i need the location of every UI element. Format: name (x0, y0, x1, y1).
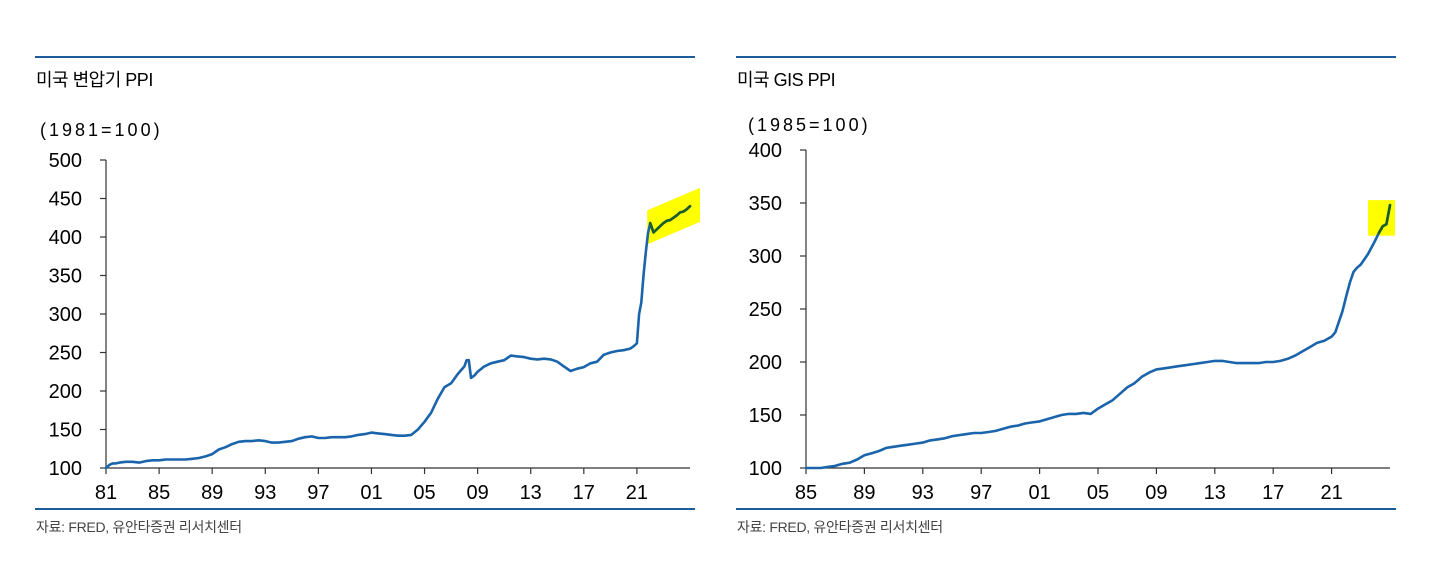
highlight-line (1377, 203, 1392, 234)
y-tick-label: 400 (749, 140, 782, 162)
x-tick-label: 97 (970, 482, 992, 504)
y-tick-label: 450 (49, 189, 82, 211)
unit-label: (1981=100) (40, 120, 163, 140)
x-tick-label: 09 (466, 482, 488, 504)
x-tick-label: 17 (573, 482, 595, 504)
y-tick-label: 500 (49, 150, 82, 172)
y-tick-label: 400 (49, 227, 82, 249)
source-note: 자료: FRED, 유안타증권 리서치센터 (737, 519, 943, 535)
x-tick-label: 81 (95, 482, 117, 504)
x-tick-label: 89 (853, 482, 875, 504)
y-tick-label: 100 (49, 458, 82, 480)
series-line (804, 203, 1392, 470)
x-tick-label: 89 (201, 482, 223, 504)
y-tick-label: 200 (749, 352, 782, 374)
highlight-line (648, 204, 692, 234)
bottom-rule (736, 508, 1396, 510)
x-tick-label: 97 (307, 482, 329, 504)
x-tick-label: 85 (148, 482, 170, 504)
chart-title: 미국 GIS PPI (737, 70, 836, 90)
x-tick-label: 85 (795, 482, 817, 504)
y-tick-label: 300 (49, 304, 82, 326)
y-tick-label: 350 (749, 193, 782, 215)
source-note: 자료: FRED, 유안타증권 리서치센터 (36, 519, 242, 535)
y-tick-label: 350 (49, 266, 82, 288)
line-chart-transformer-ppi: 100 150 200 250 300 350 400 450 500 81 85 89 93 97 01 0… (49, 150, 700, 504)
x-tick-label: 21 (1320, 482, 1342, 504)
y-tick-label: 200 (49, 381, 82, 403)
x-tick-label: 01 (360, 482, 382, 504)
x-tick-label: 13 (1204, 482, 1226, 504)
top-rule (35, 56, 695, 58)
x-tick-label: 21 (626, 482, 648, 504)
y-tick-label: 100 (749, 458, 782, 480)
x-tick-label: 17 (1262, 482, 1284, 504)
x-tick-label: 05 (1087, 482, 1109, 504)
line-chart-gis-ppi: 100 150 200 250 300 350 400 85 89 93 97 01 05 09 13 17 2… (749, 140, 1395, 504)
series-line (104, 204, 692, 470)
x-tick-label: 05 (413, 482, 435, 504)
x-tick-label: 09 (1145, 482, 1167, 504)
chart-panel-transformer-ppi: 미국 변압기 PPI (1981=100) 100 150 200 250 300 350… (35, 0, 700, 578)
bottom-rule (35, 508, 695, 510)
x-tick-label: 01 (1028, 482, 1050, 504)
y-tick-label: 250 (49, 343, 82, 365)
x-tick-label: 93 (912, 482, 934, 504)
y-tick-label: 150 (749, 405, 782, 427)
y-tick-label: 150 (49, 420, 82, 442)
chart-panel-gis-ppi: 미국 GIS PPI (1985=100) 100 150 200 250 300 350… (736, 0, 1396, 578)
y-tick-label: 300 (749, 246, 782, 268)
chart-title: 미국 변압기 PPI (36, 70, 153, 90)
unit-label: (1985=100) (748, 115, 871, 135)
y-tick-label: 250 (749, 299, 782, 321)
top-rule (736, 56, 1396, 58)
x-tick-label: 13 (520, 482, 542, 504)
x-tick-label: 93 (254, 482, 276, 504)
